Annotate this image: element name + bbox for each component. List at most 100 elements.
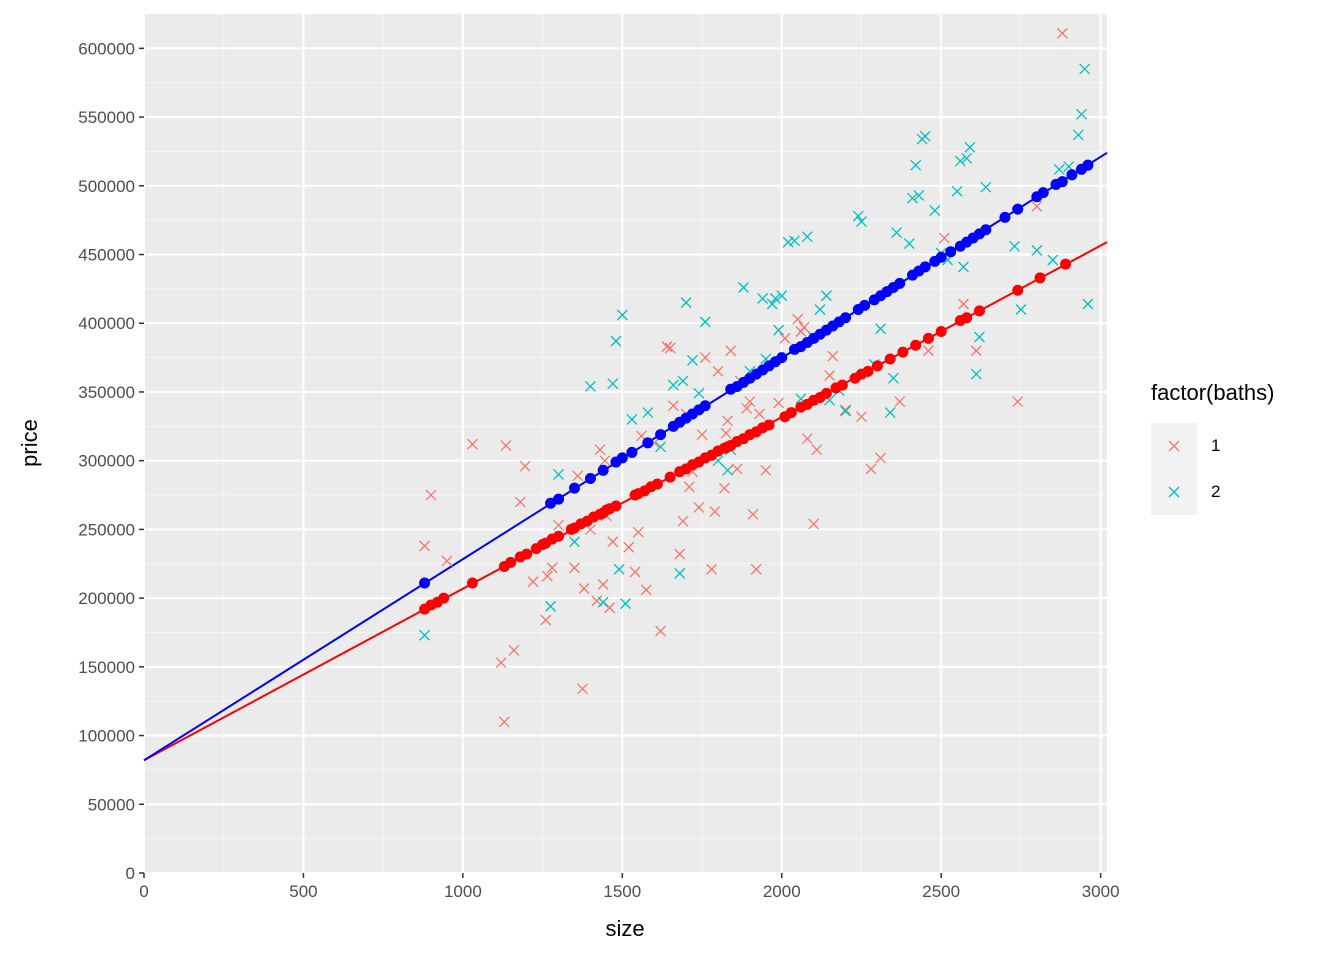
x-tick-label: 3000 — [1082, 882, 1120, 901]
data-point-baths-2 — [856, 216, 867, 227]
data-point-baths-1 — [623, 541, 635, 553]
legend-key-marker-2 — [1168, 486, 1180, 498]
fitted-point-1 — [820, 387, 832, 399]
data-point-baths-2 — [769, 293, 781, 304]
data-point-baths-1 — [753, 408, 765, 420]
data-point-baths-2 — [626, 413, 638, 425]
data-point-baths-1 — [541, 570, 553, 582]
fitted-point-1 — [922, 332, 934, 344]
data-point-baths-1 — [632, 526, 644, 538]
data-point-baths-1 — [744, 396, 756, 408]
legend-title: factor(baths) — [1151, 380, 1275, 405]
data-point-baths-1 — [856, 411, 867, 423]
data-point-baths-1 — [466, 438, 478, 450]
y-tick-label: 100000 — [78, 727, 135, 746]
fitted-point-2 — [894, 277, 906, 289]
fitted-point-2 — [1066, 169, 1078, 181]
data-point-baths-1 — [747, 508, 759, 520]
y-tick-label: 150000 — [78, 658, 135, 677]
fitted-point-1 — [836, 379, 848, 391]
y-tick-label: 450000 — [78, 246, 135, 265]
data-point-baths-1 — [894, 396, 906, 408]
data-point-baths-1 — [664, 342, 676, 354]
data-point-baths-1 — [594, 444, 606, 456]
data-point-baths-1 — [597, 578, 609, 590]
data-point-baths-1 — [938, 232, 950, 244]
fitted-point-2 — [584, 473, 596, 485]
data-point-baths-2 — [610, 335, 622, 347]
data-point-baths-1 — [970, 345, 982, 357]
data-point-baths-1 — [508, 644, 520, 656]
data-point-baths-1 — [519, 460, 531, 472]
fitted-point-2 — [999, 211, 1011, 223]
x-tick-label: 1500 — [603, 882, 641, 901]
fitted-point-1 — [664, 471, 676, 483]
fitted-point-1 — [1034, 272, 1046, 284]
fitted-point-1 — [763, 419, 775, 431]
data-point-baths-1 — [607, 536, 619, 548]
data-point-baths-2 — [820, 290, 832, 302]
data-point-baths-1 — [553, 519, 564, 531]
data-point-baths-1 — [419, 540, 431, 552]
grid-major — [143, 14, 1107, 874]
data-point-baths-1 — [425, 489, 437, 501]
data-point-baths-1 — [661, 341, 673, 353]
data-point-baths-1 — [677, 515, 689, 527]
data-point-baths-1 — [572, 470, 584, 482]
data-point-baths-1 — [527, 576, 539, 588]
legend-keys — [1151, 423, 1197, 515]
data-point-baths-2 — [1009, 240, 1020, 252]
data-point-baths-2 — [776, 290, 788, 302]
data-point-baths-1 — [865, 463, 877, 475]
fitted-point-2 — [919, 261, 931, 273]
x-tick-label: 1000 — [444, 882, 482, 901]
y-axis: 0 50000 100000 150000 200000 250000 300000 3500… — [78, 39, 144, 883]
data-point-baths-2 — [910, 159, 922, 171]
y-tick-label: 300000 — [78, 452, 135, 471]
fitted-point-1 — [466, 577, 478, 589]
data-point-baths-1 — [709, 506, 721, 517]
y-tick-label: 250000 — [78, 520, 135, 539]
data-point-baths-1 — [591, 595, 603, 607]
data-point-baths-2 — [875, 323, 887, 335]
data-point-baths-1 — [1056, 27, 1068, 39]
fitted-point-1 — [505, 556, 517, 568]
y-tick-label: 350000 — [78, 383, 135, 402]
data-point-baths-2 — [1053, 163, 1065, 175]
data-point-baths-2 — [951, 185, 963, 197]
grid-minor — [144, 13, 1107, 873]
data-point-baths-2 — [961, 152, 973, 164]
data-point-baths-1 — [827, 350, 839, 362]
fitted-point-2 — [568, 482, 580, 494]
data-point-baths-1 — [922, 345, 934, 357]
data-point-baths-2 — [782, 236, 794, 248]
data-point-baths-2 — [1031, 244, 1043, 256]
data-point-baths-2 — [1015, 304, 1027, 315]
fitted-point-2 — [980, 224, 992, 236]
data-points — [419, 27, 1094, 728]
data-point-baths-2 — [738, 282, 749, 293]
data-point-baths-2 — [766, 298, 778, 310]
fitted-point-1 — [785, 407, 797, 419]
data-point-baths-2 — [907, 192, 918, 204]
y-tick-label: 200000 — [78, 589, 135, 608]
data-point-baths-2 — [655, 441, 667, 453]
data-point-baths-1 — [811, 444, 823, 456]
data-point-baths-1 — [875, 452, 887, 464]
fitted-point-2 — [699, 400, 711, 412]
data-point-baths-2 — [597, 596, 609, 608]
data-point-baths-2 — [687, 354, 698, 366]
y-tick-label: 550000 — [78, 108, 135, 127]
data-point-baths-2 — [789, 235, 800, 247]
fitted-point-2 — [655, 429, 667, 441]
data-point-baths-2 — [1047, 254, 1059, 266]
data-point-baths-2 — [980, 181, 992, 193]
data-point-baths-2 — [814, 304, 826, 315]
data-point-baths-2 — [884, 407, 896, 419]
data-point-baths-1 — [667, 400, 679, 412]
data-point-baths-1 — [731, 463, 743, 475]
data-point-baths-1 — [720, 427, 732, 439]
data-point-baths-2 — [584, 381, 596, 392]
data-point-baths-2 — [903, 238, 915, 249]
